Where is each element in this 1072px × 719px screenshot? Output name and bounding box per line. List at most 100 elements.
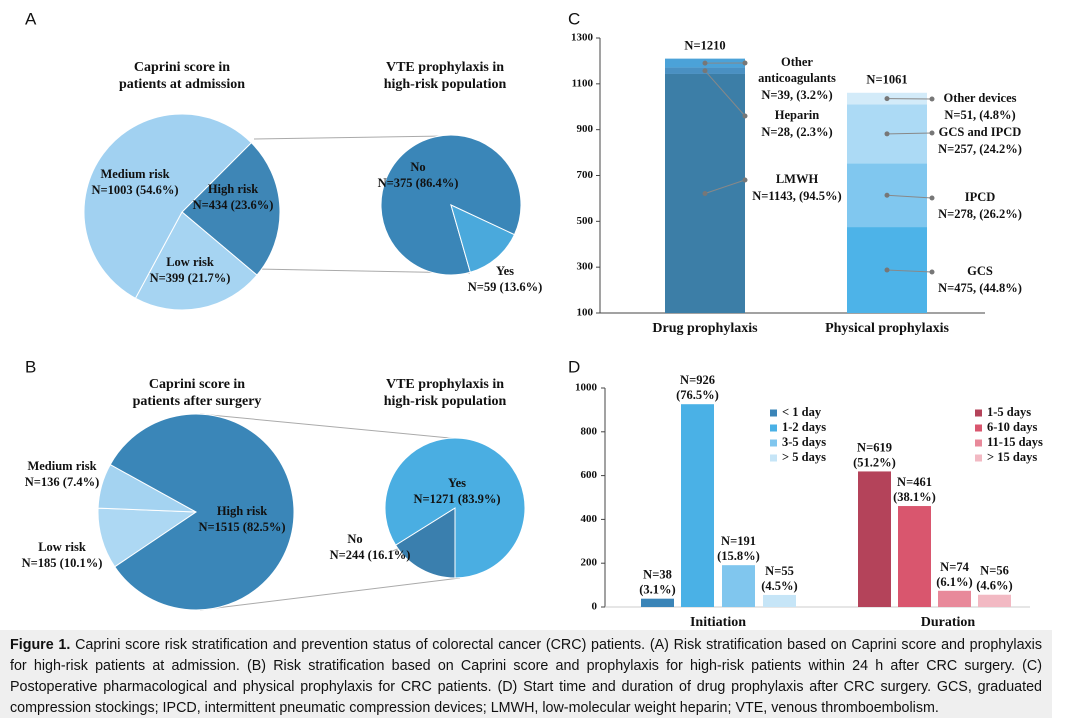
bar [858,471,891,607]
panel-label: B [25,357,36,376]
caption: Figure 1. Caprini score risk stratificat… [0,630,1052,718]
slice-name: Yes [448,476,466,490]
legend-swatch [975,440,982,447]
bar-value-label: N=38(3.1%) [639,568,675,597]
y-tick-label: 500 [577,215,594,227]
slice-name: Medium risk [27,459,96,473]
slice-value-label: N=1271 (83.9%) [414,492,501,506]
total-label: N=1061 [866,73,907,87]
total-label: N=1210 [684,39,725,53]
legend-label: 11-15 days [987,435,1043,449]
bar [722,565,755,607]
annotation-dot [885,96,890,101]
segment-value-label: N=28, (2.3%) [761,125,832,139]
y-tick-label: 400 [581,513,598,525]
slice-value-label: N=375 (86.4%) [378,176,459,190]
bar [681,404,714,607]
bar-value-label: N=56(4.6%) [976,564,1012,593]
segment-name: GCS [967,264,993,278]
segment-value-label: N=278, (26.2%) [938,207,1022,221]
segment-value-label: N=475, (44.8%) [938,281,1022,295]
chart-title: VTE prophylaxis in [386,377,504,392]
connector-line [254,136,445,139]
annotation-dot [885,268,890,273]
chart-title: patients at admission [119,77,245,92]
slice-value-label: N=136 (7.4%) [25,475,99,489]
legend-swatch [770,425,777,432]
segment-name: GCS and IPCD [939,125,1022,139]
annotation-dot [885,131,890,136]
bar [641,599,674,607]
x-tick-label: Physical prophylaxis [825,321,949,336]
bar [978,595,1011,607]
panel-label: C [568,9,580,28]
caption-label: Figure 1. [10,637,70,653]
chart-title: Caprini score in [149,377,245,392]
legend-swatch [975,410,982,417]
bar-value-label: N=926(76.5%) [676,373,719,402]
x-tick-label: Initiation [690,615,746,630]
annotation-dot [743,114,748,119]
y-tick-label: 600 [581,469,598,481]
legend-swatch [975,455,982,462]
slice-name: No [347,532,362,546]
annotation-dot [703,61,708,66]
bar-value-label: N=191(15.8%) [717,534,760,563]
legend-swatch [770,440,777,447]
legend-swatch [770,455,777,462]
slice-value-label: N=434 (23.6%) [193,198,274,212]
y-tick-label: 1300 [571,32,594,44]
annotation-dot [930,131,935,136]
segment-value-label: N=1143, (94.5%) [752,189,841,203]
chart-title: high-risk population [384,394,507,409]
legend-label: 1-5 days [987,405,1031,419]
annotation-dot [703,68,708,73]
bar-value-label: N=461(38.1%) [893,475,936,504]
segment-value-label: N=39, (3.2%) [761,88,832,102]
y-tick-label: 800 [581,425,598,437]
bar [938,591,971,607]
slice-value-label: N=1515 (82.5%) [199,520,286,534]
annotation-dot [885,193,890,198]
slice-name: Low risk [38,540,86,554]
slice-name: Medium risk [100,167,169,181]
segment-value-label: N=257, (24.2%) [938,142,1022,156]
segment-value-label: N=51, (4.8%) [944,108,1015,122]
annotation-dot [703,191,708,196]
bar-value-label: N=619(51.2%) [853,440,896,469]
slice-name: High risk [217,504,267,518]
y-tick-label: 1000 [575,382,598,394]
legend-label: > 15 days [987,450,1037,464]
segment-name: Heparin [775,108,819,122]
slice-value-label: N=399 (21.7%) [150,271,231,285]
slice-name: No [410,160,425,174]
legend-label: 3-5 days [782,435,826,449]
segment-name: LMWH [776,172,819,186]
bar-value-label: N=74(6.1%) [936,560,972,589]
chart-title: VTE prophylaxis in [386,60,504,75]
annotation-dot [930,97,935,102]
slice-value-label: N=59 (13.6%) [468,280,542,294]
annotation-dot [743,178,748,183]
caption-text: Caprini score risk stratification and pr… [10,637,1042,716]
legend-label: 1-2 days [782,420,826,434]
bar-value-label: N=55(4.5%) [761,564,797,593]
slice-value-label: N=1003 (54.6%) [92,183,179,197]
bar [763,595,796,607]
segment-name: Other devices [943,91,1016,105]
slice-value-label: N=185 (10.1%) [22,556,103,570]
bar [898,506,931,607]
x-tick-label: Drug prophylaxis [652,321,758,336]
y-tick-label: 100 [577,307,594,319]
slice-name: High risk [208,182,258,196]
legend-swatch [770,410,777,417]
annotation-dot [743,61,748,66]
y-tick-label: 0 [592,601,598,613]
segment-name: IPCD [965,190,996,204]
y-tick-label: 1100 [572,77,594,89]
panel-label: D [568,357,580,376]
chart-title: high-risk population [384,77,507,92]
legend-label: 6-10 days [987,420,1037,434]
